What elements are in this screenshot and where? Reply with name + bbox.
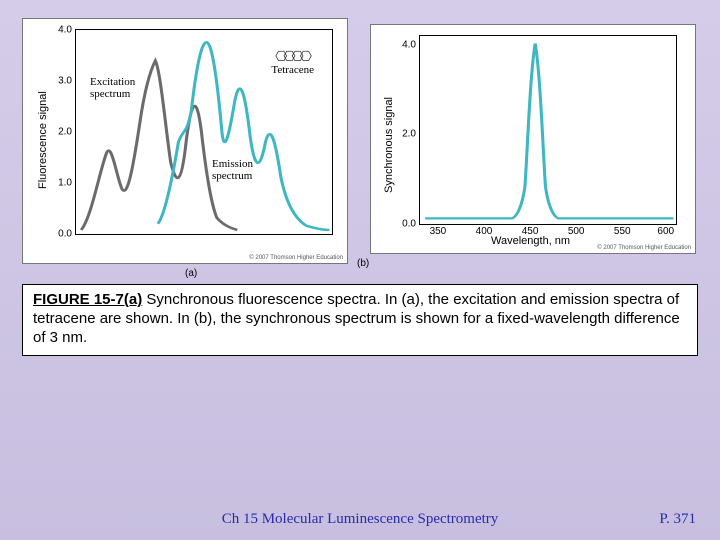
chart-a-plot: 0.0 1.0 2.0 3.0 4.0 Excitation spectrum … — [75, 29, 333, 235]
footer-page: P. 371 — [659, 511, 696, 528]
emission-label: Emission spectrum — [212, 158, 253, 182]
chart-a-sublabel: (a) — [185, 268, 197, 279]
chart-b-sublabel: (b) — [357, 258, 369, 269]
chart-b-xtick-1: 400 — [476, 224, 493, 237]
footer-chapter: Ch 15 Molecular Luminescence Spectrometr… — [0, 511, 720, 528]
chart-b-ytick-1: 2.0 — [402, 128, 420, 139]
tetracene-structure-icon: ⎔⎔⎔⎔ — [275, 48, 308, 65]
tetracene-label: Tetracene — [271, 64, 314, 76]
chart-b-xtick-4: 550 — [614, 224, 631, 237]
chart-a-ytick-1: 1.0 — [58, 178, 76, 189]
chart-b-xtick-0: 350 — [430, 224, 447, 237]
chart-b-xtick-5: 600 — [657, 224, 674, 237]
synchronous-line — [425, 44, 673, 219]
chart-a-ytick-0: 0.0 — [58, 229, 76, 240]
charts-row: Fluorescence signal 0.0 1.0 2.0 3.0 4.0 … — [22, 18, 698, 264]
chart-b-plot: 0.0 2.0 4.0 350 400 450 500 550 600 — [419, 35, 677, 225]
chart-b-ytick-2: 4.0 — [402, 40, 420, 51]
chart-a-ytick-4: 4.0 — [58, 25, 76, 36]
chart-b-copyright: © 2007 Thomson Higher Education — [597, 245, 691, 251]
chart-a-ylabel: Fluorescence signal — [37, 91, 49, 189]
figure-caption: FIGURE 15-7(a) Synchronous fluorescence … — [22, 284, 698, 356]
chart-a: Fluorescence signal 0.0 1.0 2.0 3.0 4.0 … — [22, 18, 348, 264]
chart-b-xlabel: Wavelength, nm — [491, 235, 570, 247]
chart-b: Synchronous signal 0.0 2.0 4.0 350 400 4… — [370, 24, 696, 254]
chart-b-xtick-3: 500 — [568, 224, 585, 237]
chart-a-ytick-3: 3.0 — [58, 76, 76, 87]
chart-b-ylabel: Synchronous signal — [383, 97, 395, 193]
chart-b-ytick-0: 0.0 — [402, 219, 420, 230]
chart-b-svg — [420, 36, 676, 224]
excitation-label: Excitation spectrum — [90, 76, 135, 100]
caption-title: FIGURE 15-7(a) — [33, 291, 142, 308]
chart-a-copyright: © 2007 Thomson Higher Education — [249, 255, 343, 261]
chart-a-ytick-2: 2.0 — [58, 127, 76, 138]
